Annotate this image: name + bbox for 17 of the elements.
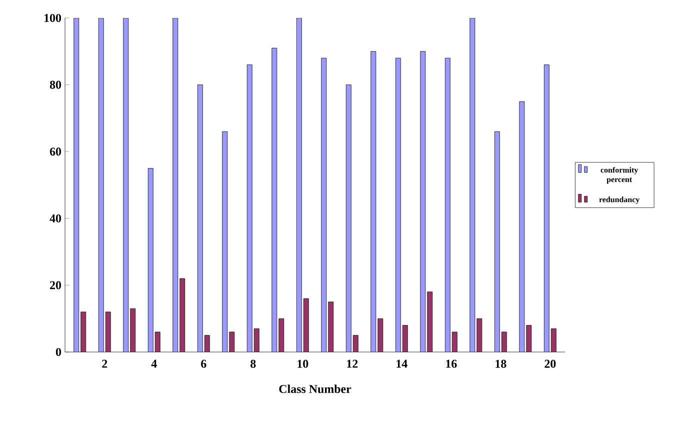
y-tick-label: 40 xyxy=(50,214,62,222)
x-tick-label: 2 xyxy=(102,360,108,368)
y-tick-label: 100 xyxy=(44,14,62,22)
x-tick-label: 4 xyxy=(151,360,157,368)
x-tick-label: 6 xyxy=(201,360,206,368)
y-tick-label: 80 xyxy=(50,80,62,89)
x-tick-label: 12 xyxy=(347,360,358,368)
x-tick-label: 10 xyxy=(298,360,308,368)
x-tick-label: 16 xyxy=(446,360,457,368)
y-tick-label: 0 xyxy=(56,348,62,356)
x-tick-label: 8 xyxy=(250,360,256,368)
y-tick-label: 60 xyxy=(50,148,62,156)
x-tick-label: 20 xyxy=(544,360,556,368)
y-tick-label: 20 xyxy=(50,281,62,290)
x-tick-label: 14 xyxy=(396,360,408,368)
x-tick-label: 18 xyxy=(496,360,506,368)
x-axis-title: Class Number xyxy=(279,384,352,394)
